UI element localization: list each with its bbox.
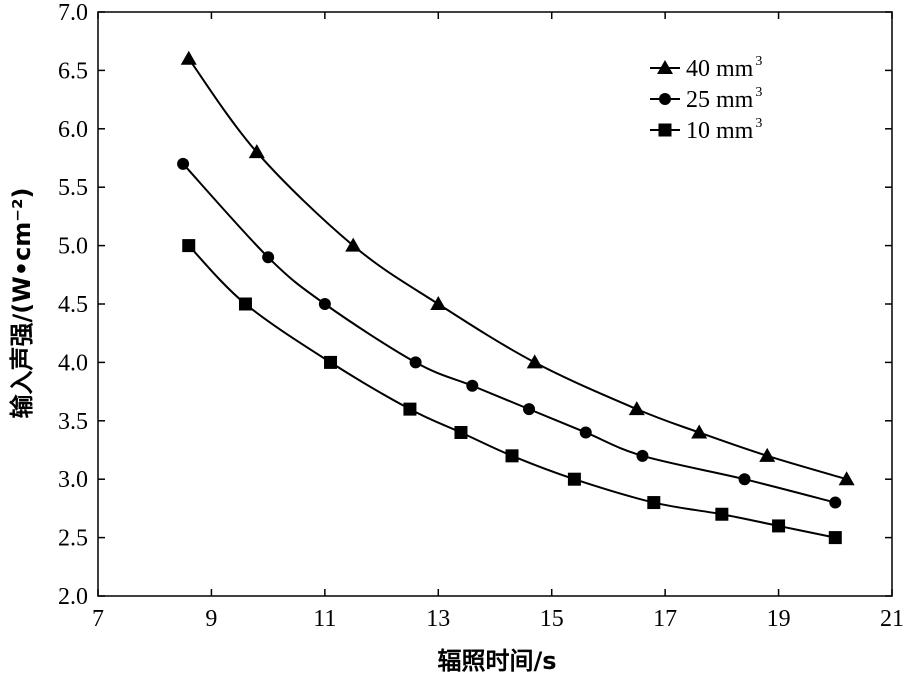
legend-label-main: 10 mm (686, 118, 754, 144)
y-tick-label: 3.5 (58, 409, 88, 435)
y-tick-label: 3.0 (58, 467, 88, 493)
data-point-triangle (526, 354, 543, 369)
data-point-circle (579, 426, 592, 439)
data-point-circle (829, 496, 842, 509)
data-point-circle (318, 298, 331, 310)
legend-item: 10 mm 3 (650, 116, 762, 144)
y-tick-label: 2.0 (58, 584, 88, 610)
series-line (182, 163, 836, 504)
y-tick-label: 6.5 (58, 58, 88, 84)
data-point-square (324, 355, 338, 369)
y-tick-label: 6.0 (58, 117, 88, 143)
legend-item: 40 mm 3 (650, 54, 762, 82)
x-tick-label: 9 (205, 606, 217, 632)
x-tick-label: 17 (653, 606, 677, 632)
data-point-square (454, 425, 468, 439)
x-tick-label: 19 (767, 606, 791, 632)
data-point-triangle (838, 471, 855, 486)
legend-label-main: 40 mm (686, 56, 754, 82)
x-axis-title: 辐照时间/s (437, 647, 556, 675)
legend: 40 mm 325 mm 310 mm 3 (650, 54, 762, 144)
data-point-square (647, 496, 661, 510)
x-tick-label: 13 (426, 606, 450, 632)
data-point-triangle (345, 237, 362, 252)
legend-marker-circle (659, 93, 671, 105)
data-point-square (182, 239, 196, 253)
series-triangle (180, 50, 855, 486)
series-layer (177, 50, 855, 545)
x-tick-label: 7 (92, 606, 104, 632)
x-tick-label: 15 (540, 606, 564, 632)
y-tick-label: 7.0 (58, 0, 88, 26)
data-point-square (505, 449, 519, 463)
series-square (182, 239, 842, 545)
data-point-triangle (248, 144, 265, 159)
y-tick-label: 5.5 (58, 175, 88, 201)
data-point-triangle (628, 401, 645, 416)
y-axis-title: 输入声强/(W•cm⁻²) (8, 188, 36, 419)
x-tick-label: 11 (313, 606, 336, 632)
data-point-square (828, 531, 842, 545)
legend-marker-square (658, 123, 672, 137)
series-circle (177, 157, 842, 509)
legend-label: 25 mm 3 (686, 85, 762, 113)
series-line (188, 244, 836, 539)
data-point-circle (523, 403, 536, 416)
data-point-square (715, 507, 729, 521)
data-point-triangle (759, 447, 776, 462)
y-tick-label: 4.5 (58, 292, 88, 318)
data-point-circle (177, 157, 190, 170)
legend-label: 40 mm 3 (686, 54, 762, 82)
data-point-triangle (430, 296, 447, 310)
data-point-square (238, 297, 252, 311)
data-point-triangle (691, 424, 708, 439)
data-point-square (772, 519, 786, 533)
data-point-triangle (180, 50, 197, 65)
axis-ticks: 7 9 11 13 15 17 19 21 2.0 2.5 3.0 3.5 4.0 4.5 5.0 5.5 6.… (58, 0, 904, 632)
legend-marker-triangle (657, 60, 673, 74)
legend-label: 10 mm 3 (686, 116, 762, 144)
legend-label-main: 25 mm (686, 87, 754, 113)
data-point-square (403, 402, 417, 416)
data-point-circle (466, 379, 479, 392)
series-line (187, 58, 847, 481)
y-tick-label: 5.0 (58, 234, 88, 260)
legend-label-superscript: 3 (755, 54, 762, 69)
legend-label-superscript: 3 (755, 116, 762, 131)
legend-item: 25 mm 3 (650, 85, 762, 113)
legend-label-superscript: 3 (755, 85, 762, 100)
data-point-circle (262, 251, 275, 264)
data-point-circle (738, 473, 751, 486)
data-point-circle (636, 449, 649, 462)
data-point-square (567, 472, 581, 486)
y-tick-label: 2.5 (58, 526, 88, 552)
y-tick-label: 4.0 (58, 350, 88, 376)
data-point-circle (409, 356, 422, 369)
x-tick-label: 21 (880, 606, 904, 632)
